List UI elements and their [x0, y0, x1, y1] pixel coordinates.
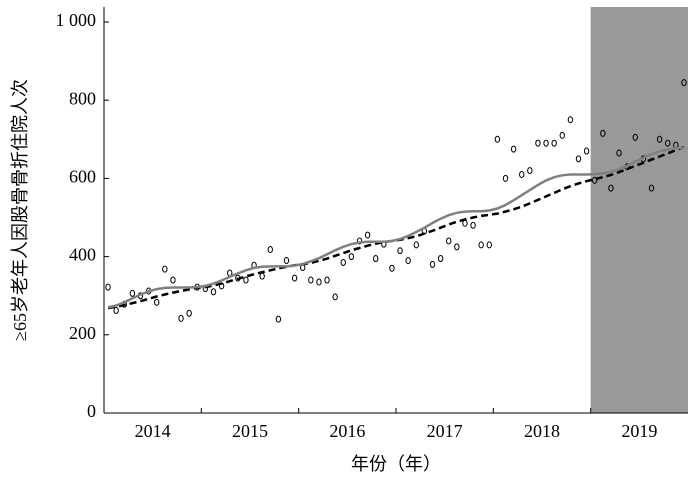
data-point	[397, 247, 403, 255]
data-point	[243, 276, 249, 284]
data-point	[446, 237, 452, 245]
data-point	[405, 257, 411, 265]
data-point	[259, 272, 265, 280]
data-point	[567, 116, 574, 124]
data-point	[559, 131, 565, 139]
x-tick-label: 2019	[621, 421, 657, 441]
x-tick-label: 2017	[427, 421, 463, 441]
data-point	[105, 283, 111, 291]
data-point	[429, 260, 436, 268]
data-point	[210, 288, 217, 296]
data-point	[583, 147, 590, 155]
data-point	[535, 139, 541, 147]
data-point	[486, 241, 492, 249]
data-point	[575, 155, 582, 163]
data-point	[275, 315, 282, 323]
data-point	[413, 241, 419, 249]
data-point	[283, 257, 290, 265]
data-point	[348, 253, 355, 261]
data-point	[389, 264, 395, 272]
data-point	[267, 246, 273, 254]
data-point	[462, 219, 468, 227]
data-point	[592, 176, 598, 184]
data-point	[656, 135, 663, 143]
y-tick-label: 1 000	[56, 10, 97, 30]
solid-line	[107, 146, 684, 309]
data-point	[186, 309, 192, 317]
dashed-line	[107, 145, 685, 310]
data-point	[551, 139, 557, 147]
data-point	[162, 265, 168, 273]
x-tick-label: 2016	[329, 421, 365, 441]
data-point	[324, 276, 330, 284]
data-point	[308, 276, 314, 284]
data-point	[681, 79, 687, 87]
data-point	[527, 167, 533, 175]
y-tick-label: 800	[69, 88, 96, 108]
y-tick-label: 600	[69, 167, 96, 187]
shaded-region	[590, 7, 688, 413]
data-point	[543, 139, 549, 147]
data-point	[494, 135, 501, 143]
data-point	[616, 149, 622, 157]
data-point	[113, 307, 119, 315]
x-axis-label: 年份（年）	[351, 454, 441, 474]
x-tick-label: 2015	[232, 421, 268, 441]
y-tick-label: 200	[69, 323, 96, 343]
data-point	[129, 289, 136, 297]
data-point	[502, 174, 509, 182]
y-tick-label: 0	[87, 401, 96, 421]
data-point	[154, 298, 160, 306]
y-tick-label: 400	[69, 245, 96, 265]
data-point	[632, 133, 638, 141]
data-point	[519, 170, 525, 178]
data-point	[648, 184, 655, 192]
data-point	[600, 129, 606, 137]
data-point	[373, 255, 379, 263]
data-point	[356, 237, 363, 245]
data-point	[170, 276, 176, 284]
data-point	[340, 258, 346, 266]
data-point	[454, 243, 460, 251]
data-point	[478, 241, 484, 249]
data-point	[332, 293, 338, 301]
x-tick-label: 2018	[524, 421, 560, 441]
data-point	[470, 221, 476, 229]
data-point	[316, 278, 322, 286]
y-axis-label: ≥65岁老年人因股骨骨折住院人次	[10, 79, 30, 341]
data-point	[291, 274, 298, 282]
data-point	[178, 314, 184, 322]
data-point	[608, 184, 614, 192]
data-point	[437, 255, 444, 263]
data-point	[364, 231, 371, 239]
x-tick-label: 2014	[135, 421, 171, 441]
data-point	[665, 139, 671, 147]
data-point	[510, 145, 517, 153]
